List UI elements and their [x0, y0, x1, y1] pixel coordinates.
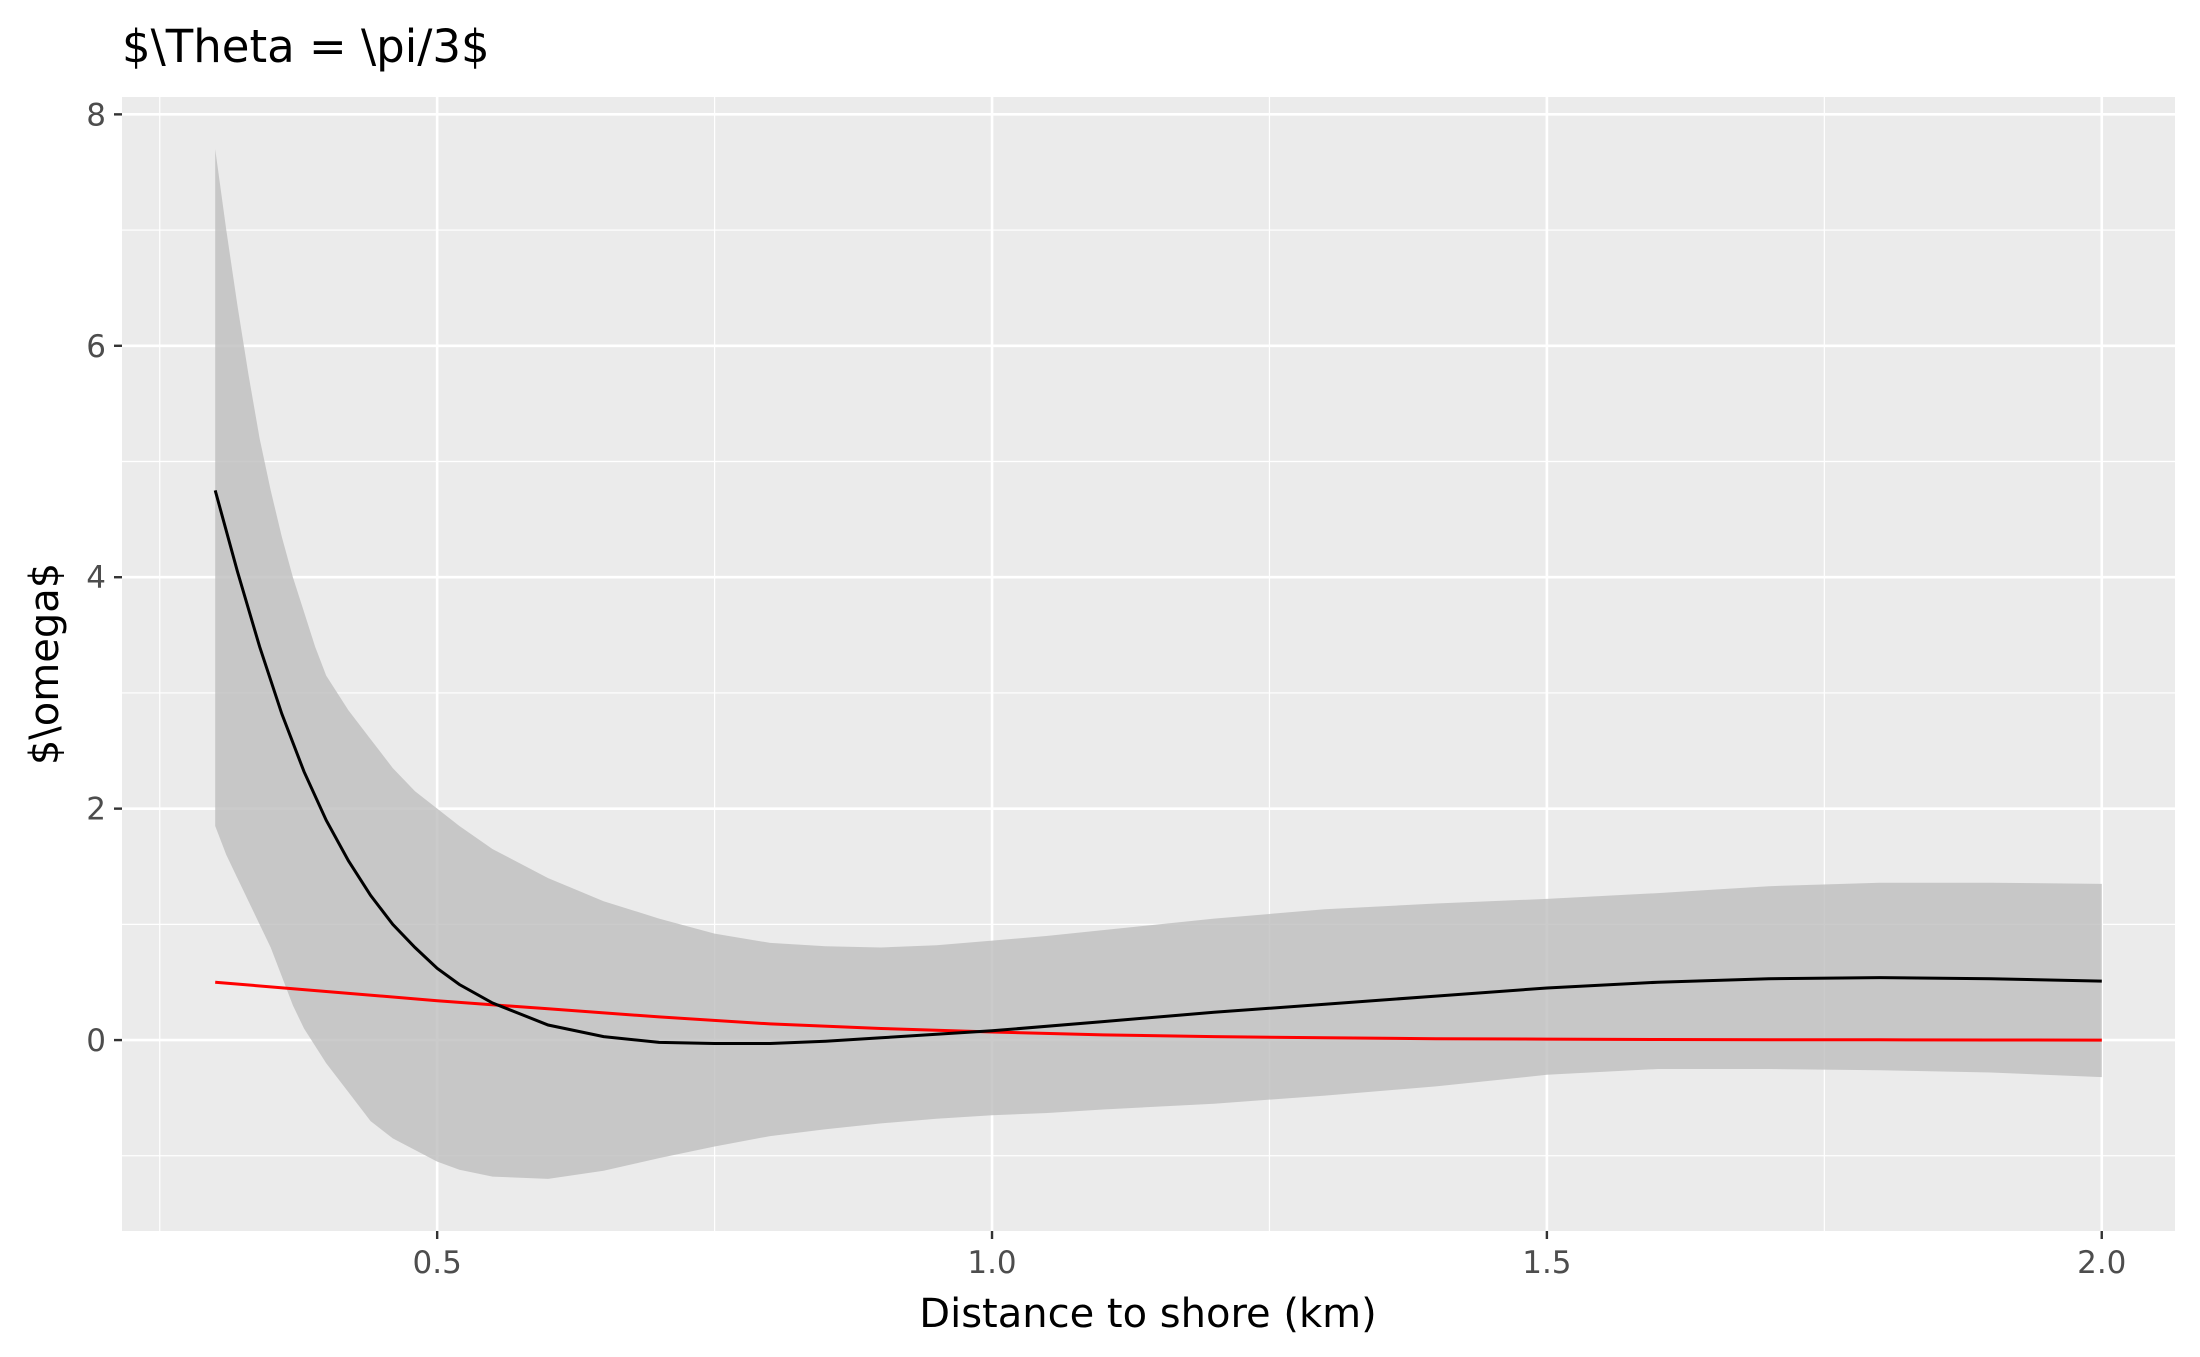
y-tick-label: 2: [86, 792, 106, 828]
y-tick-label: 6: [86, 329, 106, 365]
chart-title: $\Theta = \pi/3$: [122, 20, 490, 73]
y-tick-label: 4: [86, 560, 106, 596]
confidence-ribbon: [215, 149, 2102, 1179]
y-axis-title: $\omega$: [22, 563, 68, 765]
y-axis: 0 2 4 6 8: [86, 97, 122, 1059]
y-tick-label: 8: [86, 97, 106, 133]
x-tick-label: 1.0: [967, 1245, 1016, 1281]
fitted-line: [213, 490, 2102, 1045]
x-axis: 0.5 1.0 1.5 2.0: [413, 1231, 2126, 1281]
x-tick-label: 1.5: [1522, 1245, 1571, 1281]
reference-line: [215, 980, 2102, 1042]
y-tick-label: 0: [86, 1023, 106, 1059]
x-axis-title: Distance to shore (km): [919, 1291, 1376, 1337]
x-tick-label: 2.0: [2077, 1245, 2126, 1281]
x-tick-label: 0.5: [413, 1245, 462, 1281]
